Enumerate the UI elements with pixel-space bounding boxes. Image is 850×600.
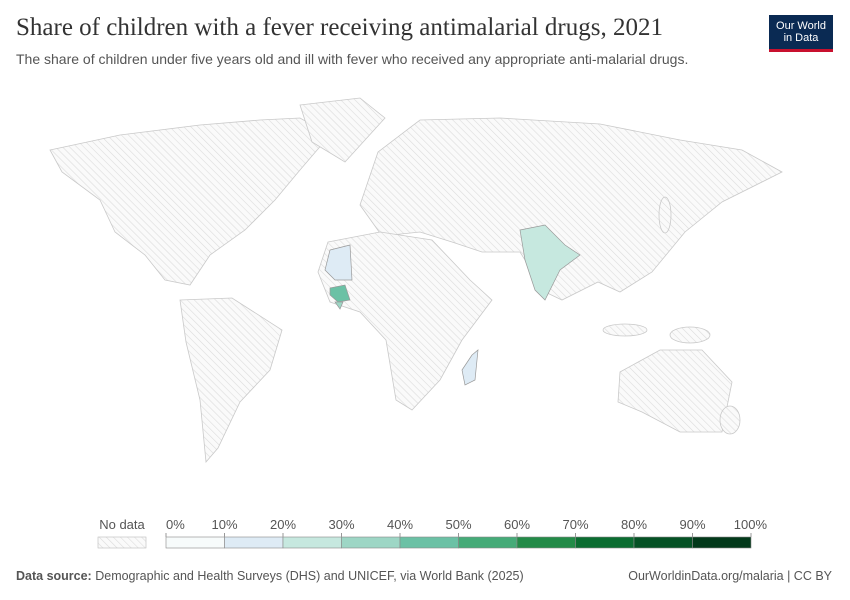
africa: [317, 231, 493, 411]
legend-tick-label: 50%: [445, 517, 471, 532]
logo-line: in Data: [783, 32, 819, 44]
source: Demographic and Health Surveys (DHS) and…: [95, 569, 524, 583]
map: No data 0% 10% 20% 30% 40% 50% 60% 70% 80% 90% 100…: [49, 97, 783, 549]
south-america: [179, 297, 283, 463]
title: Share of children with a fever receiving…: [16, 14, 663, 41]
country[interactable]: [324, 244, 353, 281]
logo-line: Our World: [776, 20, 826, 32]
legend-swatch: [399, 536, 459, 549]
subtitle: The share of children under five years o…: [16, 51, 689, 67]
source-label: Data source:: [16, 569, 92, 583]
legend-swatch: [224, 536, 284, 549]
legend: No data 0% 10% 20% 30% 40% 50% 60% 70% 80% 90% 100…: [97, 517, 768, 549]
footer-source: Data source: Demographic and Health Surv…: [16, 569, 524, 583]
island: [602, 323, 648, 337]
legend-no-data: [97, 536, 147, 549]
legend-swatch: [458, 536, 518, 549]
footer-url[interactable]: OurWorldinData.org/malaria | CC BY: [628, 569, 832, 583]
country[interactable]: [329, 284, 351, 303]
land: [49, 97, 783, 463]
legend-swatch: [575, 536, 635, 549]
legend-tick-label: 40%: [387, 517, 413, 532]
country[interactable]: [519, 224, 581, 301]
legend-tick-label: 20%: [270, 517, 296, 532]
legend-tick-label: 30%: [328, 517, 354, 532]
logo[interactable]: Our World in Data: [769, 15, 833, 52]
island: [719, 405, 741, 435]
legend-tick-label: 60%: [504, 517, 530, 532]
legend-swatch: [165, 536, 225, 549]
legend-tick-label: 70%: [562, 517, 588, 532]
island: [658, 196, 672, 234]
country[interactable]: [334, 301, 344, 310]
legend-tick-label: 0%: [166, 517, 185, 532]
australia: [617, 349, 733, 433]
legend-tick-label: 80%: [621, 517, 647, 532]
legend-swatch: [341, 536, 401, 549]
legend-tick-label: 100%: [734, 517, 768, 532]
country[interactable]: [461, 349, 479, 386]
island: [669, 326, 711, 344]
north-america: [49, 117, 331, 286]
legend-tick-label: 10%: [211, 517, 237, 532]
eurasia: [359, 117, 783, 301]
legend-no-data-label: No data: [99, 517, 145, 532]
legend-swatch: [282, 536, 342, 549]
legend-swatch: [692, 536, 752, 549]
legend-tick-label: 90%: [679, 517, 705, 532]
countries: [324, 224, 581, 386]
greenland: [299, 97, 386, 163]
legend-swatch: [516, 536, 576, 549]
legend-swatch: [633, 536, 693, 549]
